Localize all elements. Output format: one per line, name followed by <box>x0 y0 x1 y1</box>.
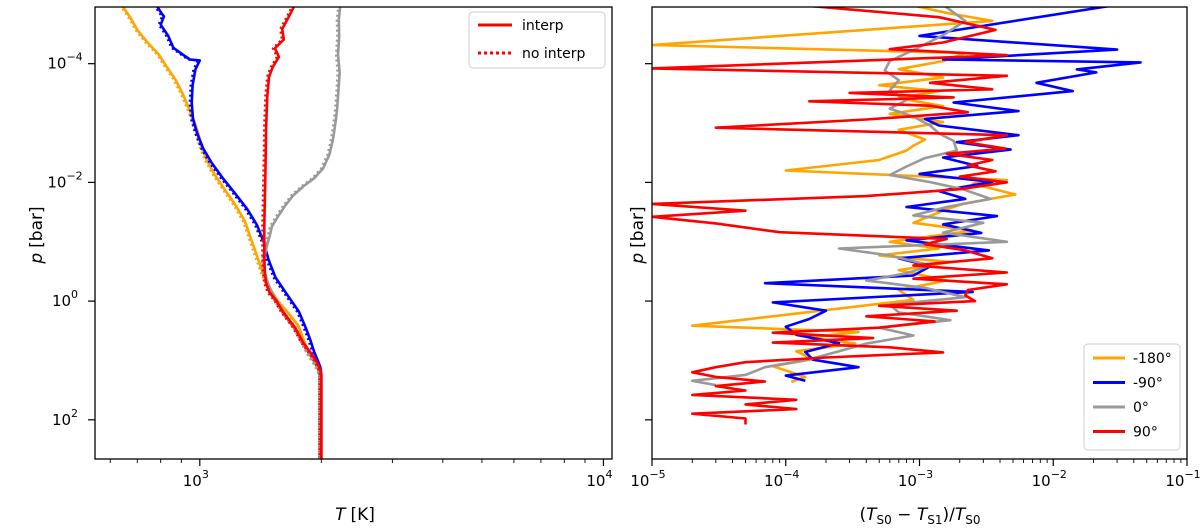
legend-label: -90° <box>1133 376 1163 392</box>
right-x-tick-label: 10−5 <box>630 468 665 490</box>
left-legend: interp no interp <box>468 11 606 69</box>
legend-label: -180° <box>1133 351 1172 367</box>
right-x-tick-label: 10−3 <box>898 468 933 490</box>
left-series-no-interp-line <box>260 7 340 459</box>
right-x-axis-label: (TS0 − TS1)/TS0 <box>859 505 980 527</box>
left-series-no-interp-line <box>154 7 321 459</box>
right-y-axis-label: p[bar] <box>628 206 648 264</box>
legend-label: 0° <box>1133 400 1149 416</box>
right-x-tick-label: 10−2 <box>1032 468 1067 490</box>
right-x-tick-label: 10−4 <box>764 468 799 490</box>
legend-label-interp: interp <box>522 18 564 34</box>
left-series-line <box>262 7 323 459</box>
left-x-tick-label: 104 <box>586 468 612 490</box>
left-y-axis-label: p[bar] <box>27 206 47 264</box>
left-y-tick-label: 102 <box>52 407 78 429</box>
right-x-tick-label: 10−1 <box>1165 468 1200 490</box>
left-series-line <box>121 7 323 459</box>
left-plot-frame <box>94 6 613 460</box>
left-y-tick-label: 10−4 <box>47 51 82 73</box>
right-series-line <box>690 7 1009 387</box>
left-y-tick-label: 100 <box>52 288 78 310</box>
left-x-tick-label: 103 <box>183 468 209 490</box>
left-series-line <box>262 7 342 459</box>
legend-label: 90° <box>1133 425 1158 441</box>
right-series-line <box>652 7 1009 425</box>
right-legend: -180° -90° 0° 90° <box>1083 343 1181 451</box>
left-y-tick-label: 10−2 <box>47 169 82 191</box>
right-series-line <box>763 7 1142 383</box>
right-panel: 10−5 10−4 10−3 10−2 10−1 (TS0 − TS1)/TS0 p[b… <box>628 6 1200 527</box>
left-series-line <box>156 7 323 459</box>
left-panel: 103 104 10−4 10−2 100 102 T [K] p[bar] interp… <box>27 6 613 525</box>
legend-label-no-interp: no interp <box>522 46 586 62</box>
left-series-no-interp-line <box>119 7 321 459</box>
left-x-axis-label: T [K] <box>335 505 375 525</box>
